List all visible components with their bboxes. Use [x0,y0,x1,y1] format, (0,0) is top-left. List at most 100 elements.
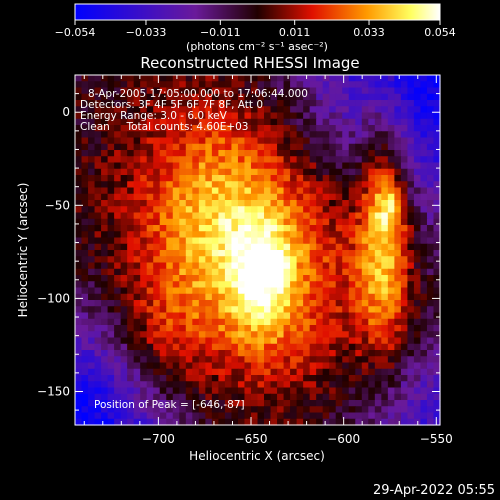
heatmap-cell [198,131,206,139]
heatmap-cell [342,393,350,401]
heatmap-cell [211,93,219,101]
heatmap-cell [277,368,285,376]
heatmap-cell [368,412,376,420]
heatmap-cell [146,125,154,132]
heatmap-cell [250,400,259,407]
heatmap-cell [374,318,382,326]
heatmap-cell [387,143,395,151]
heatmap-cell [218,200,226,207]
heatmap-cell [283,193,291,201]
heatmap-cell [420,87,428,95]
heatmap-cell [426,237,435,245]
heatmap-cell [420,337,428,345]
heatmap-cell [316,118,324,126]
heatmap-cell [198,325,206,332]
heatmap-cell [407,387,415,395]
heatmap-cell [224,300,233,307]
heatmap-cell [394,212,402,220]
heatmap-cell [153,143,161,151]
colorbar-tick-label: 0.033 [353,26,385,39]
heatmap-cell [75,118,83,126]
heatmap-cell [250,231,259,239]
heatmap-cell [75,131,83,139]
heatmap-cell [153,100,161,107]
heatmap-cell [368,337,376,345]
heatmap-cell [264,106,272,114]
heatmap-cell [309,118,317,126]
heatmap-cell [205,268,213,276]
heatmap-cell [316,281,324,289]
heatmap-cell [198,112,206,120]
heatmap-cell [387,375,395,382]
heatmap-cell [264,250,272,257]
heatmap-cell [107,75,115,82]
heatmap-cell [198,181,206,189]
heatmap-cell [159,175,167,182]
heatmap-cell [329,362,337,370]
heatmap-cell [329,412,337,420]
heatmap-cell [374,306,382,314]
heatmap-cell [407,125,415,132]
heatmap-cell [420,212,428,220]
heatmap-cell [159,125,167,132]
heatmap-cell [433,306,441,314]
heatmap-cell [224,362,233,370]
annotation-detectors: Detectors: 3F 4F 5F 6F 7F 8F, Att 0 [80,99,263,111]
heatmap-cell [192,362,200,370]
heatmap-cell [322,368,330,376]
heatmap-cell [394,118,402,126]
heatmap-cell [277,275,285,282]
heatmap-cell [205,150,213,157]
heatmap-cell [316,218,324,226]
heatmap-cell [290,368,298,376]
heatmap-cell [381,362,389,370]
heatmap-cell [322,337,330,345]
heatmap-cell [88,206,96,214]
heatmap-cell [88,381,96,389]
heatmap-cell [283,250,291,257]
heatmap-cell [192,200,200,207]
heatmap-cell [348,406,356,414]
heatmap-cell [433,375,441,382]
heatmap-cell [335,125,343,132]
heatmap-cell [342,337,350,345]
heatmap-cell [374,162,382,170]
heatmap-cell [322,400,330,407]
heatmap-cell [133,193,141,201]
heatmap-cell [114,268,122,276]
heatmap-cell [179,193,187,201]
heatmap-cell [159,393,167,401]
heatmap-cell [413,300,422,307]
heatmap-cell [413,281,422,289]
heatmap-cell [381,193,389,201]
heatmap-cell [413,225,422,232]
heatmap-cell [316,137,324,145]
heatmap-cell [211,418,219,426]
heatmap-cell [198,293,206,301]
heatmap-cell [342,293,350,301]
heatmap-cell [237,337,246,345]
heatmap-cell [250,137,259,145]
heatmap-cell [426,331,435,339]
heatmap-cell [381,281,389,289]
heatmap-cell [101,106,109,114]
heatmap-cell [303,331,311,339]
heatmap-cell [211,343,219,351]
heatmap-cell [81,193,89,201]
heatmap-cell [244,287,252,295]
heatmap-cell [185,400,193,407]
heatmap-cell [407,175,415,182]
heatmap-cell [94,237,102,245]
heatmap-cell [342,218,350,226]
heatmap-cell [335,181,343,189]
heatmap-cell [224,250,233,257]
heatmap-cell [159,143,167,151]
heatmap-cell [316,243,324,251]
heatmap-cell [218,362,226,370]
heatmap-cell [81,325,89,332]
heatmap-cell [205,231,213,239]
heatmap-cell [237,243,246,251]
heatmap-cell [381,181,389,189]
x-tick-label: −600 [327,432,360,446]
heatmap-cell [231,325,239,332]
